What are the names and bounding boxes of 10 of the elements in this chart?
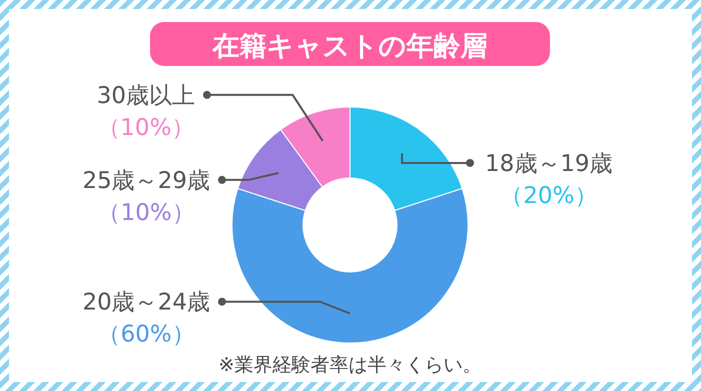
chart-title: 在籍キャストの年齢層 — [212, 31, 488, 62]
data-label: （10%） — [98, 200, 195, 226]
text: ※業界経験者率は半々くらい。 — [218, 354, 482, 376]
slice-label: 20歳～24歳 — [82, 290, 210, 316]
data-label: （10%） — [97, 114, 194, 141]
data-label: （60%） — [98, 322, 195, 348]
slice-label: 25歳～29歳 — [82, 168, 210, 194]
data-label: （20%） — [500, 182, 598, 209]
slice-label: 18歳～19歳 — [485, 150, 613, 177]
slice-label: 30歳以上 — [96, 82, 195, 109]
